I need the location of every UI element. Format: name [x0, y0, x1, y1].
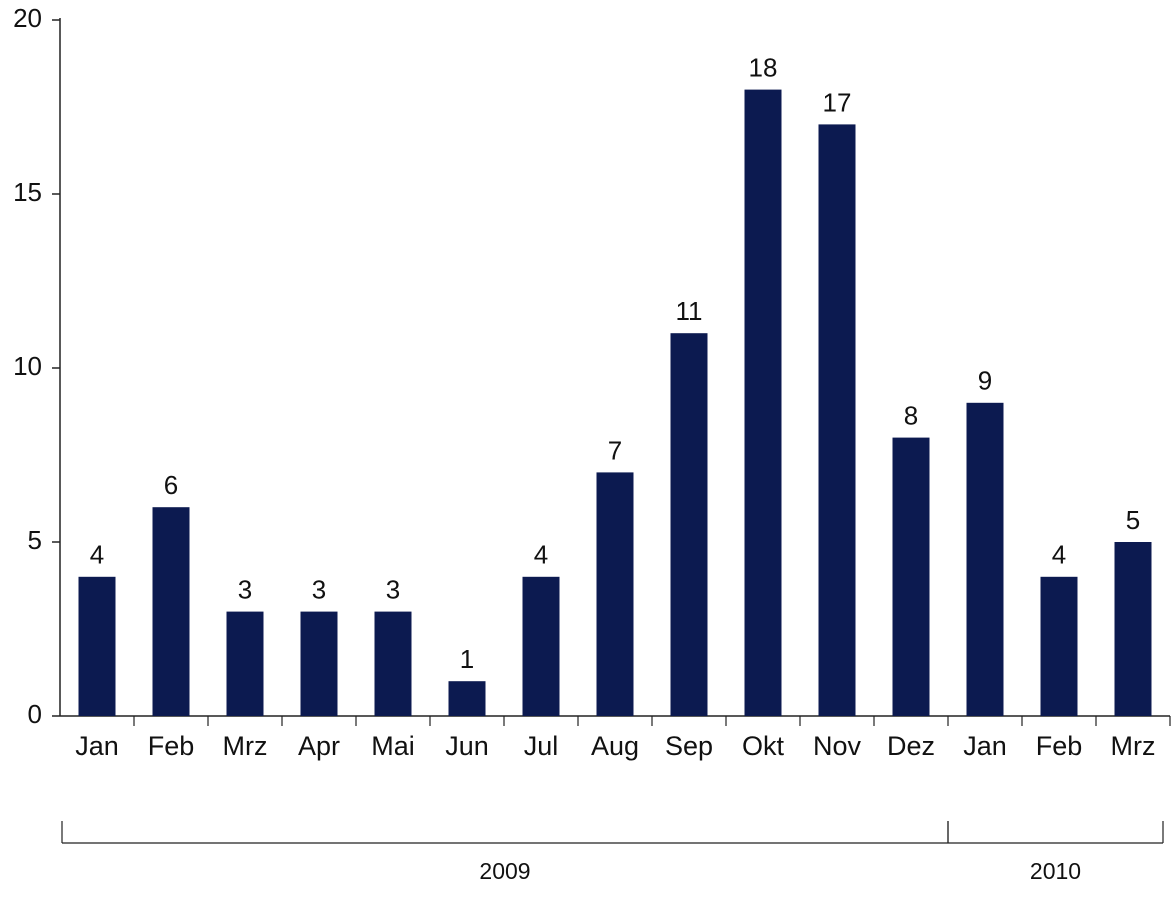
- value-label: 4: [534, 540, 548, 570]
- y-tick-label: 5: [28, 525, 42, 555]
- value-label: 4: [90, 540, 104, 570]
- bar: [892, 437, 930, 716]
- bar: [744, 89, 782, 717]
- y-tick-label: 0: [28, 699, 42, 729]
- x-tick-label: Jan: [963, 731, 1007, 761]
- bar: [670, 333, 708, 716]
- bar: [596, 472, 634, 716]
- value-label: 7: [608, 435, 622, 465]
- group-label: 2010: [1030, 858, 1081, 884]
- value-label: 6: [164, 470, 178, 500]
- x-tick-label: Apr: [298, 731, 340, 761]
- x-tick-label: Jan: [75, 731, 119, 761]
- bar: [226, 611, 264, 716]
- x-tick-label: Jun: [445, 731, 489, 761]
- value-label: 11: [676, 296, 703, 326]
- value-label: 3: [386, 574, 400, 604]
- y-tick-label: 20: [13, 3, 42, 33]
- bar: [966, 402, 1004, 716]
- x-tick-label: Okt: [742, 731, 785, 761]
- value-label: 8: [904, 400, 918, 430]
- x-tick-label: Aug: [591, 731, 639, 761]
- x-tick-label: Nov: [813, 731, 862, 761]
- bar: [818, 124, 856, 716]
- x-tick-label: Sep: [665, 731, 713, 761]
- group-label: 2009: [479, 858, 530, 884]
- bar: [1040, 576, 1078, 716]
- value-label: 4: [1052, 540, 1066, 570]
- y-tick-label: 10: [13, 351, 42, 381]
- value-label: 5: [1126, 505, 1140, 535]
- bar: [152, 507, 190, 716]
- x-tick-label: Mai: [371, 731, 415, 761]
- x-tick-label: Mrz: [223, 731, 268, 761]
- value-label: 9: [978, 366, 992, 396]
- x-tick-label: Feb: [1036, 731, 1083, 761]
- bar: [448, 681, 486, 716]
- value-label: 3: [238, 574, 252, 604]
- x-tick-label: Mrz: [1111, 731, 1156, 761]
- bar: [78, 576, 116, 716]
- x-tick-label: Dez: [887, 731, 935, 761]
- bar: [522, 576, 560, 716]
- value-label: 17: [823, 87, 852, 117]
- bar: [300, 611, 338, 716]
- bar: [374, 611, 412, 716]
- value-label: 3: [312, 574, 326, 604]
- y-tick-label: 15: [13, 177, 42, 207]
- value-label: 18: [749, 52, 778, 82]
- bar: [1114, 542, 1152, 716]
- x-tick-label: Feb: [148, 731, 195, 761]
- value-label: 1: [460, 644, 474, 674]
- x-tick-label: Jul: [524, 731, 559, 761]
